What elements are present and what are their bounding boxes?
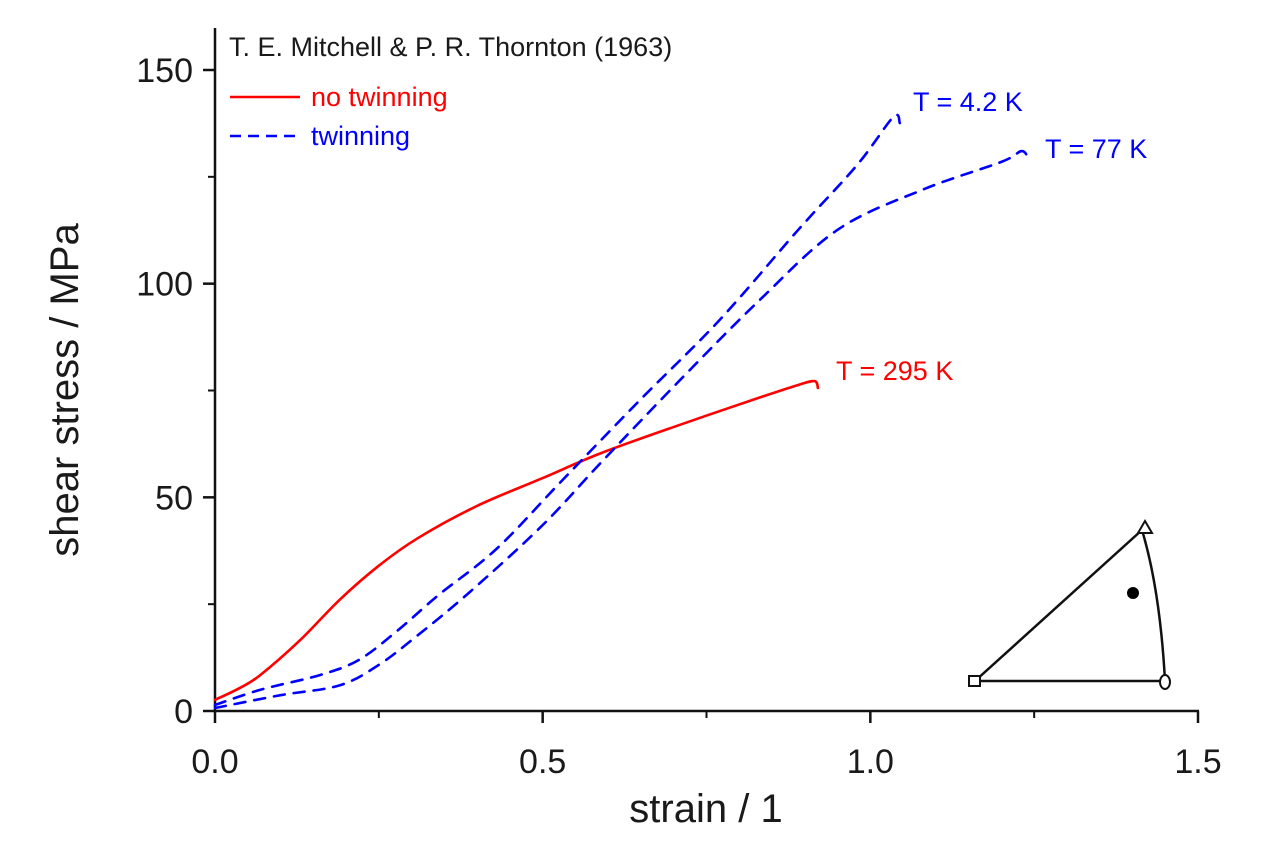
series-line-t-295-k <box>213 379 820 702</box>
ellipse-marker-icon <box>1159 674 1171 690</box>
stereographic-triangle-inset <box>968 519 1171 690</box>
x-axis-title: strain / 1 <box>629 787 782 831</box>
y-tick-label: 100 <box>136 266 193 304</box>
legend-label-no-twinning: no twinning <box>311 82 448 112</box>
legend: no twinning twinning <box>230 82 448 151</box>
annotation-4-2K: T = 4.2 K <box>913 87 1023 117</box>
x-tick-label: 0.5 <box>519 743 566 781</box>
ticks: 0.0 0.5 1.0 1.5 0 50 100 150 <box>136 52 1221 781</box>
x-tick-label: 1.5 <box>1174 743 1221 781</box>
triangle-outline <box>971 527 1167 683</box>
square-marker-icon <box>968 675 981 687</box>
orientation-dot-icon <box>1127 587 1139 599</box>
annotation-295K: T = 295 K <box>836 356 953 386</box>
y-tick-label: 150 <box>136 52 193 90</box>
x-tick-label: 0.0 <box>191 743 238 781</box>
legend-label-twinning: twinning <box>311 121 410 151</box>
triangle-marker-icon <box>1136 519 1154 534</box>
y-tick-label: 0 <box>174 693 193 731</box>
series-line-t-77-k <box>213 149 1029 710</box>
x-tick-label: 1.0 <box>847 743 894 781</box>
series-layer <box>213 113 1029 710</box>
y-tick-label: 50 <box>155 479 193 517</box>
y-axis-title: shear stress / MPa <box>43 223 87 557</box>
annotation-77K: T = 77 K <box>1045 134 1147 164</box>
series-line-t-4-2-k <box>213 113 902 707</box>
source-note: T. E. Mitchell & P. R. Thornton (1963) <box>229 32 672 62</box>
